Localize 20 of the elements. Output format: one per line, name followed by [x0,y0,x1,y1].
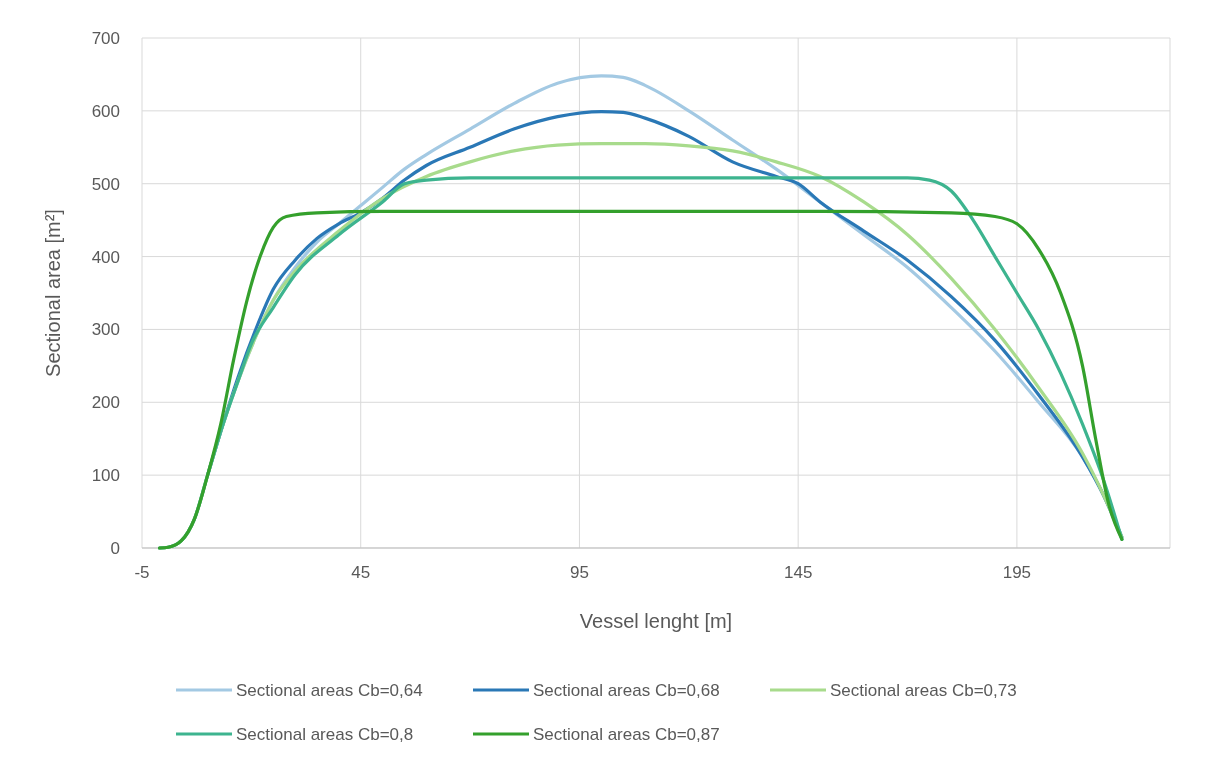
legend-label: Sectional areas Cb=0,73 [830,680,1017,700]
y-tick-label: 300 [91,320,120,340]
legend-label: Sectional areas Cb=0,8 [236,724,414,744]
x-axis-title: Vessel lenght [m] [579,610,733,632]
legend-label: Sectional areas Cb=0,87 [533,724,720,744]
y-tick-label: 500 [91,174,120,194]
y-tick-label: 0 [110,538,120,558]
x-tick-label: 95 [569,563,589,582]
legend-label: Sectional areas Cb=0,64 [236,680,423,700]
y-tick-label: 400 [91,247,120,267]
legend-label: Sectional areas Cb=0,68 [533,680,720,700]
y-tick-label: 100 [91,466,120,486]
x-tick-label: 45 [351,563,371,582]
y-tick-label: 700 [91,28,120,48]
x-tick-label: -5 [134,563,150,582]
x-tick-label: 145 [783,563,813,582]
y-axis-title: Sectional area [m²] [42,209,64,377]
y-tick-label: 600 [91,101,120,121]
x-tick-label: 195 [1002,563,1032,582]
y-tick-label: 200 [91,393,120,413]
